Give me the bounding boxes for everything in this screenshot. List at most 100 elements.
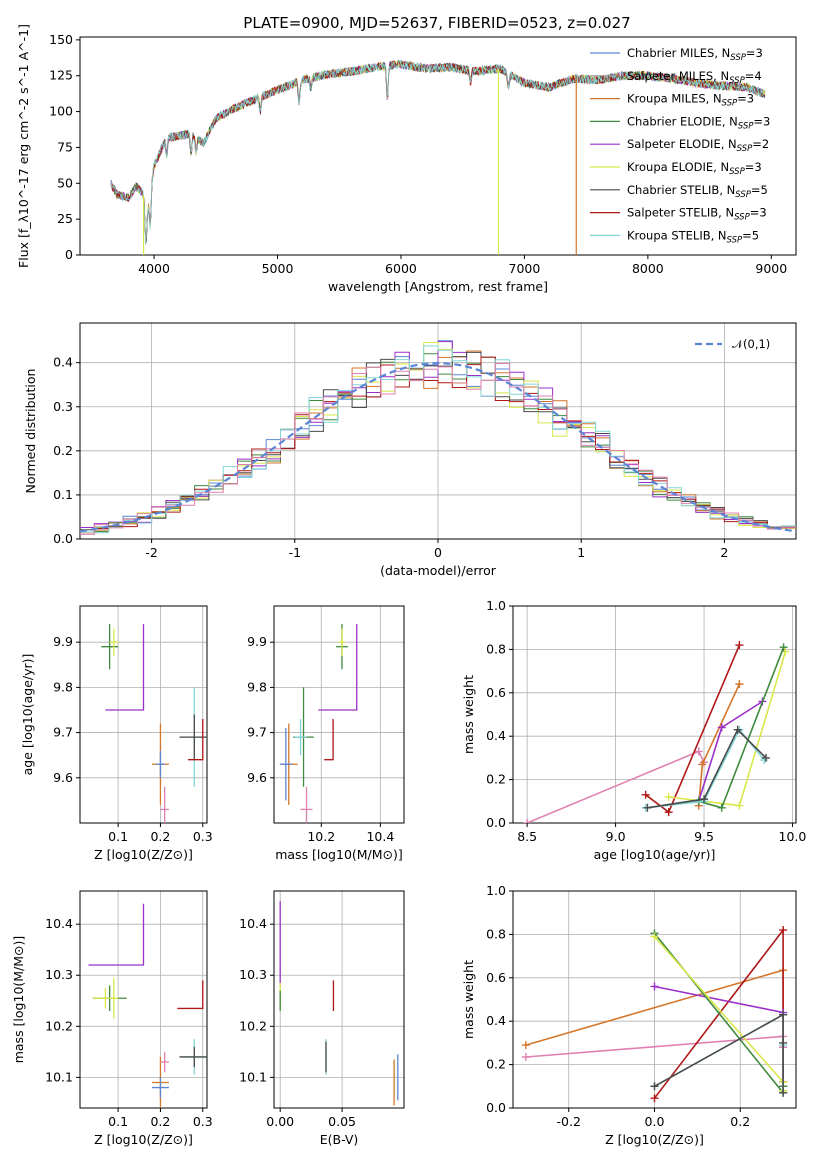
legend-tail: =5 [751,183,768,197]
x-tick-label: 0 [434,545,442,560]
legend-main: Salpeter MILES, N [627,69,729,83]
weight-marker [779,1088,788,1097]
mass-vs-ebv-panel: 0.00 0.05 10.1 10.2 10.3 10.4 E(B-V) [239,890,405,1147]
y-tick-label: 0.0 [486,1100,506,1115]
age-vs-z-panel: 0.1 0.2 0.3 9.6 9.7 9.8 9.9 Z [log10(Z/Z⊙)] age … [20,605,213,862]
y-tick-label: 150 [49,32,73,47]
legend-tail: =2 [752,137,769,151]
y-tick-label: 1.0 [486,883,506,898]
legend-main: Salpeter STELIB, N [627,206,734,220]
plot-area [521,926,788,1103]
y-tick-label: 0.6 [486,685,506,700]
y-axis-label: Flux [f_λ10^-17 erg cm^-2 s^-1 A^-1] [16,24,31,268]
legend-sub: SSP [722,99,738,109]
x-tick-label: 0.1 [108,829,128,844]
weight-marker [761,753,770,762]
x-tick-label: 0.00 [266,1114,294,1129]
weight-marker [694,747,703,756]
y-tick-label: 10.4 [239,916,267,931]
y-tick-label: 0.2 [486,1057,506,1072]
x-tick-label: 8.5 [517,829,537,844]
legend-main: Kroupa MILES, N [627,92,722,106]
y-tick-label: 0.3 [53,399,73,414]
errorbar-corner [324,719,334,761]
x-axis-label: age [log10(age/yr)] [594,847,716,862]
legend-sub: SSP [729,167,745,177]
weight-marker [735,641,744,650]
weight-marker [643,803,652,812]
weight-marker [664,792,673,801]
mass-weight-vs-z-panel: -0.2 0.0 0.2 0.0 0.2 0.4 0.6 0.8 1.0 Z [log10(Z/Z… [461,883,797,1147]
y-tick-label: 9.7 [247,725,267,740]
weight-marker [664,808,673,817]
weight-marker [650,1082,659,1091]
errorbar-corner [187,719,204,761]
weight-marker [523,819,532,823]
weight-marker [700,795,709,804]
weight-marker [779,1010,788,1019]
plot-area [80,340,796,535]
y-tick-label: 9.7 [53,725,73,740]
x-axis-label: wavelength [Angstrom, rest frame] [328,279,548,294]
y-axis-label: Normed distribution [23,369,38,494]
histogram-step [80,345,796,534]
x-tick-label: 0.0 [645,1114,665,1129]
residual-histogram-panel: -2 -1 0 1 2 0.0 0.1 0.2 0.3 0.4 (data-model)/error… [23,322,797,578]
histogram-step [80,363,796,535]
legend-main: Chabrier STELIB, N [627,183,735,197]
y-tick-label: 9.8 [53,679,73,694]
y-tick-label: 0.8 [486,926,506,941]
legend-entry: Kroupa STELIB, NSSP=5 [627,228,759,245]
y-axis-label: mass weight [461,960,476,1039]
weight-marker [650,932,659,941]
weight-line [647,728,767,809]
weight-marker [779,1038,788,1047]
legend-sub: SSP [730,53,746,63]
legend-tail: =5 [742,228,759,242]
plot-area [110,58,766,255]
weight-marker [717,723,726,732]
x-tick-label: -0.2 [557,1114,581,1129]
x-tick-label: 0.2 [730,1114,750,1129]
x-axis-label: mass [log10(M/M⊙)] [275,847,403,862]
y-tick-label: 0.1 [53,487,73,502]
y-tick-label: 0.2 [486,772,506,787]
weight-marker [641,790,650,799]
errorbar-corner [177,980,204,1010]
y-tick-label: 25 [57,211,73,226]
x-axis-label: Z [log10(Z/Z⊙)] [94,1132,193,1147]
weight-line [654,1013,784,1093]
x-tick-label: 9.5 [694,829,714,844]
legend-main: Chabrier MILES, N [627,46,730,60]
axes-frame [79,890,208,1109]
y-tick-label: 1.0 [486,598,506,613]
weight-marker [698,760,707,769]
x-tick-label: 8000 [632,261,664,276]
weight-marker [650,1094,659,1103]
axes-frame [79,322,797,540]
x-tick-label: -1 [289,545,301,560]
axes-frame [79,36,797,256]
y-tick-label: 10.4 [45,916,73,931]
legend-main: Kroupa ELODIE, N [627,160,729,174]
y-tick-label: 100 [49,104,73,119]
x-tick-label: 10.2 [307,829,335,844]
weight-marker [779,643,788,652]
weight-marker [650,982,659,991]
legend-tail: =3 [750,206,767,220]
y-tick-label: 0.6 [486,970,506,985]
legend-tail: =4 [745,69,762,83]
legend-entry: Chabrier MILES, NSSP=3 [627,46,763,63]
mass-weight-vs-age-panel: 8.5 9.0 9.5 10.0 0.0 0.2 0.4 0.6 0.8 1.0 age [log1… [461,598,806,862]
y-tick-label: 9.6 [53,770,73,785]
x-tick-label: 0.3 [193,1114,213,1129]
y-tick-label: 0.4 [53,355,73,370]
legend-sub: SSP [738,121,754,131]
x-tick-label: 4000 [138,261,170,276]
legend-entry: 𝒩(0,1) [732,337,770,351]
legend-sub: SSP [729,76,745,86]
y-tick-label: 0.4 [486,728,506,743]
weight-marker [733,725,742,734]
x-tick-label: 5000 [262,261,294,276]
